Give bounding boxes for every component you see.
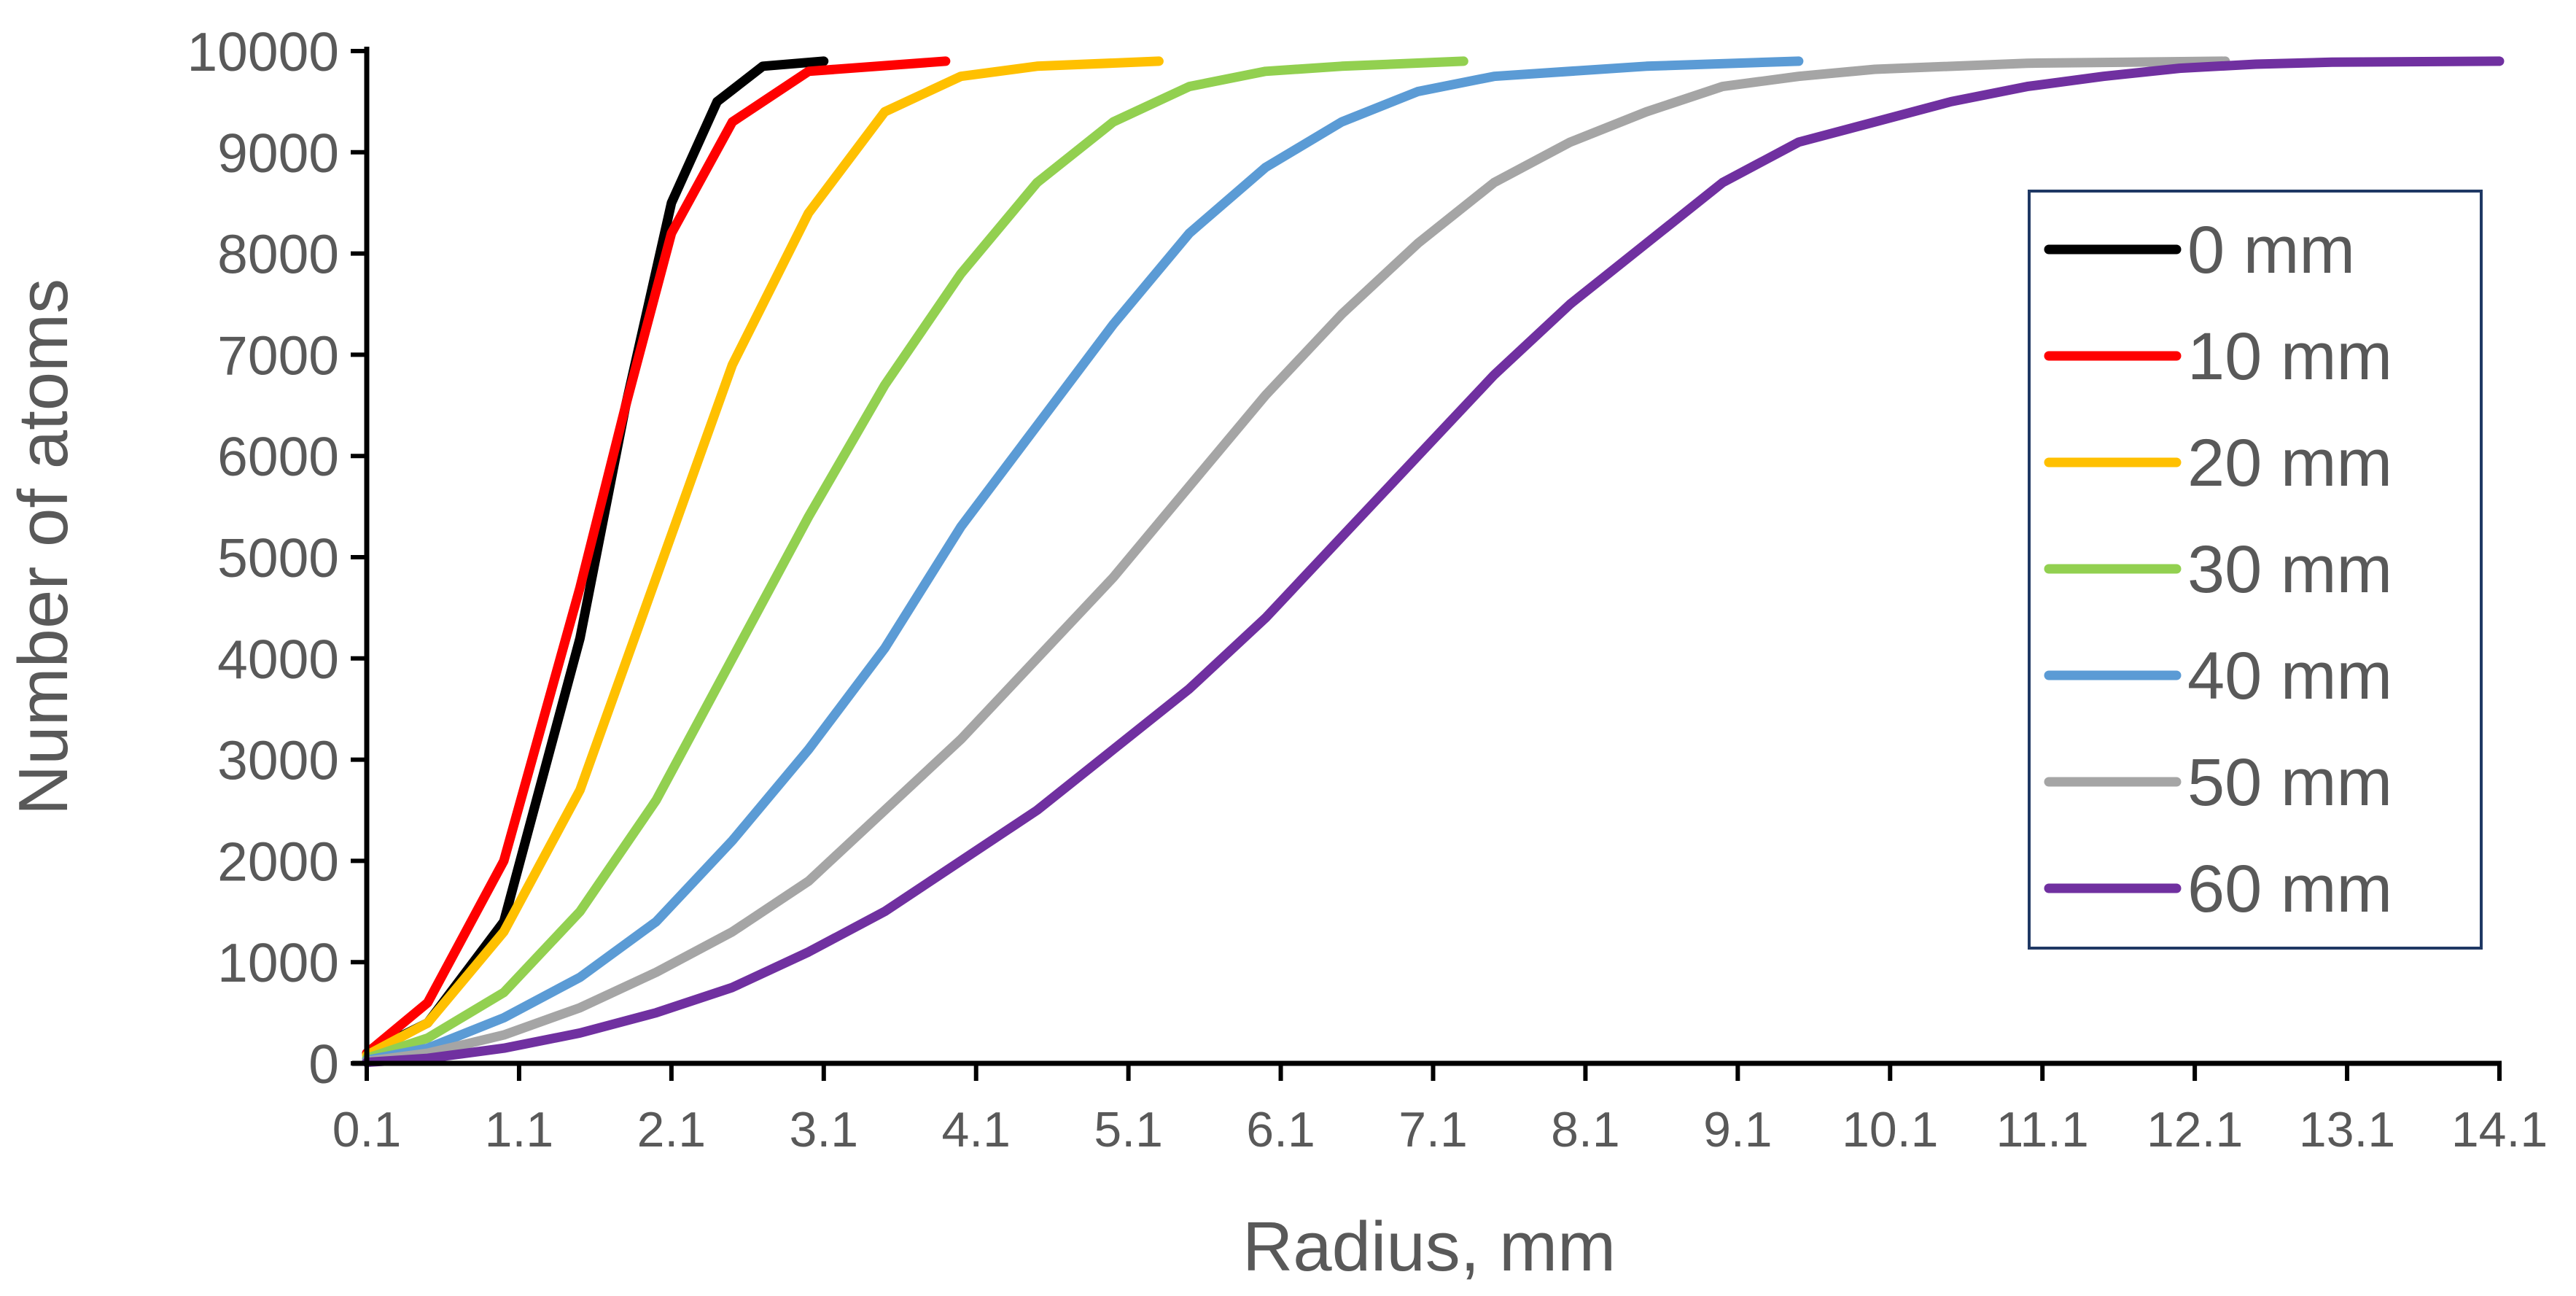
y-tick-label: 0 [308,1033,339,1095]
y-tick-label: 5000 [217,527,339,589]
y-tick-label: 7000 [217,325,339,386]
x-tick-label: 3.1 [790,1102,859,1157]
series-line-5 [362,56,2230,1066]
legend-label-3: 30 mm [2187,532,2392,607]
y-tick-label: 6000 [217,426,339,487]
x-tick-label: 6.1 [1246,1102,1315,1157]
y-tick-label: 1000 [217,932,339,993]
x-tick-label: 8.1 [1551,1102,1620,1157]
y-tick-label: 8000 [217,224,339,285]
x-tick-label: 5.1 [1094,1102,1163,1157]
x-axis-label: Radius, mm [1242,1208,1616,1286]
series-line-3 [362,56,1468,1063]
legend-label-1: 10 mm [2187,319,2392,394]
series-line-1 [362,56,951,1058]
y-axis-label: Number of atoms [4,279,82,815]
legend-label-0: 0 mm [2187,213,2355,287]
y-tick-label: 9000 [217,123,339,184]
legend-label-5: 50 mm [2187,745,2392,820]
series-line-0 [362,56,829,1058]
x-tick-label: 13.1 [2299,1102,2395,1157]
x-tick-label: 4.1 [941,1102,1011,1157]
legend-items: 0 mm 10 mm 20 mm 30 mm 40 mm 50 mm 60 mm [2044,213,2392,926]
series-layer [362,56,2505,1068]
x-tick-label: 0.1 [332,1102,402,1157]
x-tick-label: 10.1 [1842,1102,1938,1157]
x-tick-label: 1.1 [485,1102,554,1157]
legend: 0 mm 10 mm 20 mm 30 mm 40 mm 50 mm 60 mm [2028,190,2483,950]
y-tick-label: 3000 [217,730,339,791]
series-line-6 [362,56,2505,1068]
y-tick-label: 4000 [217,629,339,690]
axes-layer: 0 1000 2000 3000 4000 5000 6000 7000 8000 9000 100… [187,21,2548,1157]
legend-label-4: 40 mm [2187,639,2392,713]
x-tick-label: 7.1 [1398,1102,1468,1157]
x-tick-label: 2.1 [637,1102,707,1157]
legend-label-2: 20 mm [2187,426,2392,500]
x-tick-label: 14.1 [2451,1102,2548,1157]
series-line-2 [362,56,1164,1060]
y-tick-label: 2000 [217,831,339,892]
x-tick-label: 11.1 [1996,1102,2089,1157]
y-tick-label: 10000 [187,21,339,82]
x-tick-label: 12.1 [2147,1102,2243,1157]
legend-label-6: 60 mm [2187,852,2392,926]
series-line-4 [362,56,1804,1066]
x-tick-label: 9.1 [1703,1102,1773,1157]
